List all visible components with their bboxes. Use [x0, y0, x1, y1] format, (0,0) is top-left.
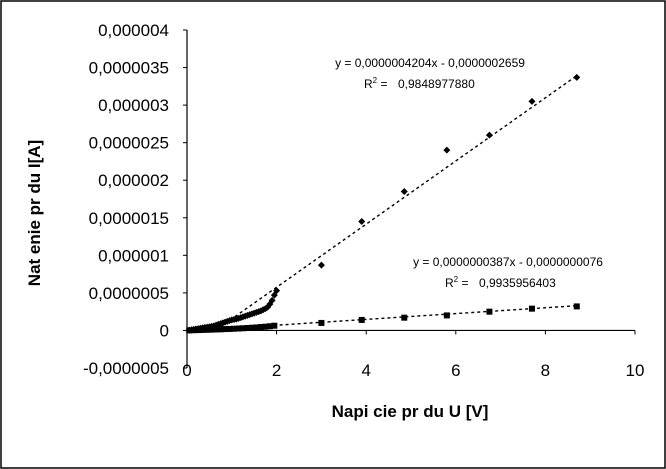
series-2-point — [195, 327, 202, 334]
x-tick-label: 8 — [541, 361, 550, 380]
x-tick-label: 0 — [182, 361, 191, 380]
y-tick-label: 0 — [160, 321, 169, 340]
series-2-point — [217, 326, 224, 333]
plot-area: -0,0000005 0 0,0000005 0,000001 0,0000015 0,0… — [83, 21, 644, 380]
series-2-point — [257, 324, 264, 331]
x-axis-title: Napi cie pr du U [V] — [332, 402, 489, 421]
y-tick-label: 0,0000005 — [89, 284, 169, 303]
series-1-point — [358, 218, 366, 226]
series-1-equation: y = 0,0000004204x - 0,0000002659 — [335, 56, 525, 70]
series-2-r2-value: 0,9935956403 — [479, 276, 556, 290]
series-2-equation: y = 0,0000000387x - 0,0000000076 — [413, 255, 603, 269]
series-2-point — [443, 312, 450, 319]
series-1-point — [400, 187, 408, 195]
series-2-point — [226, 325, 233, 332]
series-2-point — [208, 326, 215, 333]
series-2-point — [231, 325, 238, 332]
series-2-point — [486, 308, 493, 315]
series-2-point — [573, 303, 580, 310]
series-2-point — [235, 325, 242, 332]
x-tick-label: 4 — [361, 361, 370, 380]
x-ticks: 0 2 4 6 8 10 — [182, 330, 644, 380]
series-2-point — [199, 326, 206, 333]
series-1-r2-prefix: R2 = — [364, 76, 387, 91]
x-tick-label: 2 — [272, 361, 281, 380]
series-2-point — [262, 323, 269, 330]
series-2-point — [528, 305, 535, 312]
series-2-point — [271, 322, 278, 329]
series-2-point — [222, 326, 229, 333]
series-2-point — [253, 324, 260, 331]
y-tick-label: 0,000002 — [98, 171, 169, 190]
y-tick-label: 0,000004 — [98, 21, 169, 40]
series-2-point — [186, 327, 193, 334]
series-1-point — [443, 146, 451, 154]
y-ticks: -0,0000005 0 0,0000005 0,000001 0,0000015 0,0… — [83, 21, 187, 378]
series-2-trendline — [195, 305, 577, 332]
series-1-point — [268, 296, 276, 304]
series-2-point — [244, 325, 251, 332]
series-2-point — [266, 323, 273, 330]
series-1-trendline — [214, 75, 578, 332]
series-2-point — [318, 319, 325, 326]
x-tick-label: 6 — [451, 361, 460, 380]
series-2-r2-prefix: R2 = — [445, 275, 468, 290]
series-2-point — [248, 324, 255, 331]
series-2-point — [358, 316, 365, 323]
series-1-point — [317, 261, 325, 269]
series-1-point — [573, 73, 581, 81]
series-1-r2-value: 0,9848977880 — [398, 77, 475, 91]
series-1-point — [485, 131, 493, 139]
y-tick-label: -0,0000005 — [83, 359, 169, 378]
series-2-point — [204, 326, 211, 333]
y-tick-label: 0,0000035 — [89, 59, 169, 78]
y-tick-label: 0,000001 — [98, 246, 169, 265]
series-2-point — [213, 326, 220, 333]
y-tick-label: 0,0000025 — [89, 134, 169, 153]
data-points — [185, 73, 581, 334]
y-tick-label: 0,0000015 — [89, 209, 169, 228]
series-2-point — [190, 327, 197, 334]
y-axis-title: Nat enie pr du I[A] — [25, 140, 44, 286]
y-tick-label: 0,000003 — [98, 96, 169, 115]
x-tick-label: 10 — [626, 361, 645, 380]
series-1-point — [273, 287, 281, 295]
series-1-point — [528, 97, 536, 105]
trendlines — [195, 75, 578, 332]
series-2-point — [401, 314, 408, 321]
series-2-point — [240, 325, 246, 332]
